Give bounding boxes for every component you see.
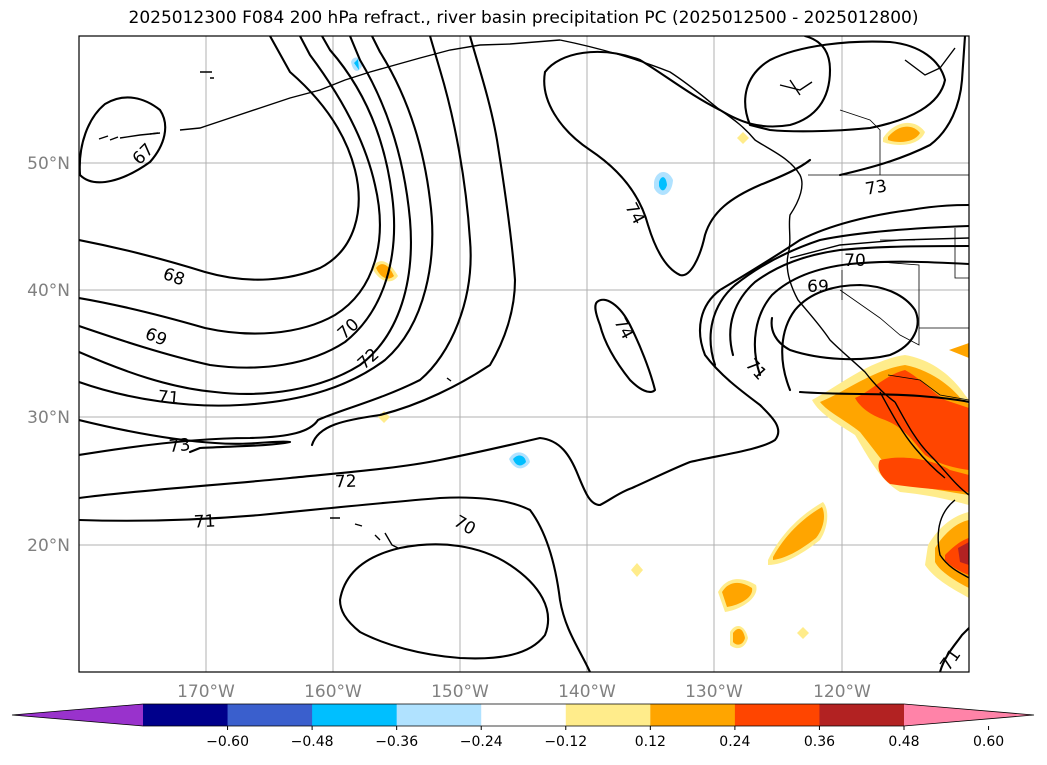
lon-label: 170°W bbox=[177, 682, 235, 702]
colorbar-tick-label: −0.12 bbox=[544, 734, 587, 750]
colorbar-tick-label: −0.24 bbox=[460, 734, 503, 750]
colorbar-tick-label: 0.60 bbox=[973, 734, 1004, 750]
lon-axis: 170°W 160°W 150°W 140°W 130°W 120°W bbox=[177, 682, 871, 702]
lat-label: 40°N bbox=[27, 281, 70, 301]
colorbar-swatch bbox=[396, 704, 482, 726]
lon-label: 160°W bbox=[304, 682, 362, 702]
colorbar-swatch bbox=[650, 704, 736, 726]
colorbar-swatch bbox=[312, 704, 398, 726]
graticule bbox=[79, 36, 969, 672]
lat-label: 30°N bbox=[27, 408, 70, 428]
colorbar-swatch bbox=[565, 704, 651, 726]
colorbar-outline bbox=[11, 703, 1035, 727]
borders bbox=[808, 109, 969, 401]
colorbar-tick-label: −0.36 bbox=[375, 734, 418, 750]
coastlines bbox=[98, 39, 969, 579]
lat-label: 50°N bbox=[27, 154, 70, 174]
contours bbox=[79, 36, 969, 672]
colorbar-swatch bbox=[227, 704, 313, 726]
colorbar-tick-label: −0.60 bbox=[206, 734, 249, 750]
colorbar-tick-label: 0.48 bbox=[888, 734, 919, 750]
contour-label: 71 bbox=[157, 387, 180, 409]
precip-fill bbox=[351, 57, 969, 649]
colorbar-tick-label: −0.48 bbox=[291, 734, 334, 750]
colorbar-swatch bbox=[734, 704, 820, 726]
colorbar-swatch bbox=[819, 704, 905, 726]
lon-label: 120°W bbox=[813, 682, 871, 702]
colorbar-tick-label: 0.36 bbox=[804, 734, 835, 750]
colorbar-tick-label: 0.12 bbox=[635, 734, 666, 750]
contour-label: 69 bbox=[807, 277, 829, 297]
lon-label: 130°W bbox=[685, 682, 743, 702]
lon-label: 140°W bbox=[558, 682, 616, 702]
contour-label: 72 bbox=[335, 472, 357, 493]
colorbar-extend-high bbox=[904, 704, 1034, 726]
contour-label: 70 bbox=[844, 251, 866, 271]
contour-label: 73 bbox=[168, 435, 191, 457]
colorbar-extend-low bbox=[12, 704, 143, 726]
colorbar: −0.60 −0.48 −0.36 −0.24 −0.12 0.12 0.24 0.36 0.4… bbox=[11, 703, 1035, 750]
lat-axis: 50°N 40°N 30°N 20°N bbox=[27, 154, 70, 556]
lon-label: 150°W bbox=[431, 682, 489, 702]
colorbar-swatch bbox=[143, 704, 229, 726]
contour-label: 71 bbox=[193, 511, 216, 532]
lat-label: 20°N bbox=[27, 536, 70, 556]
map-background bbox=[79, 36, 969, 672]
colorbar-swatch bbox=[481, 704, 567, 726]
map-title: 2025012300 F084 200 hPa refract., river … bbox=[128, 8, 919, 28]
colorbar-tick-label: 0.24 bbox=[719, 734, 750, 750]
map-frame bbox=[78, 35, 970, 673]
contour-label: 73 bbox=[864, 176, 889, 199]
